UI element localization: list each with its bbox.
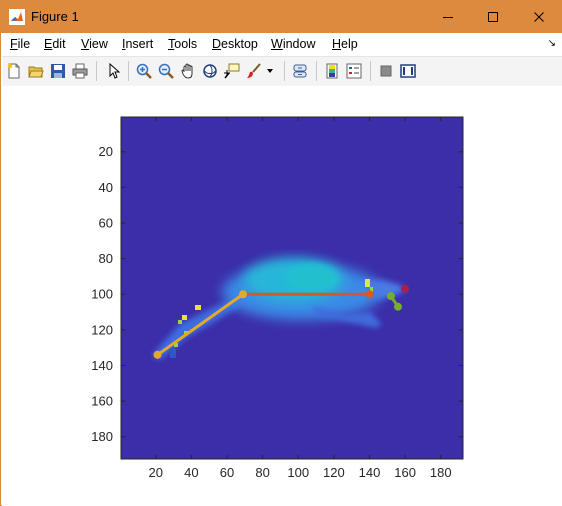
save-icon[interactable]: [48, 61, 68, 81]
x-tick-label: 120: [323, 465, 345, 480]
pan-icon[interactable]: [178, 61, 198, 81]
skeleton-overlay: [153, 284, 410, 359]
menu-dock-arrow-icon[interactable]: ↘: [547, 38, 556, 49]
y-axis: 20 40 60 80 100 120 140 160 180: [91, 144, 463, 444]
data-cursor-icon[interactable]: [222, 61, 242, 81]
menu-edit[interactable]: Edit: [44, 37, 66, 51]
title-bar: Figure 1: [1, 1, 562, 33]
brush-dropdown-icon[interactable]: [264, 61, 276, 81]
x-tick-label: 20: [149, 465, 163, 480]
y-tick-label: 20: [99, 144, 113, 159]
skeleton-keypoint: [393, 302, 402, 311]
image-plot[interactable]: 20 40 60 80 100 120 140 160 180 20 40 60 80 100 120 14…: [2, 86, 562, 506]
hot-spot: [174, 343, 178, 347]
leg-region: [312, 306, 382, 328]
x-tick-label: 60: [220, 465, 234, 480]
minimize-icon: [443, 17, 453, 18]
maximize-icon: [488, 12, 498, 22]
x-tick-label: 140: [359, 465, 381, 480]
close-icon: [534, 12, 544, 22]
y-tick-label: 100: [91, 287, 113, 302]
menu-window[interactable]: Window: [271, 37, 316, 51]
y-tick-label: 140: [91, 358, 113, 373]
window-title: Figure 1: [31, 9, 79, 24]
x-axis: 20 40 60 80 100 120 140 160 180: [149, 117, 452, 480]
maximize-button[interactable]: [470, 1, 516, 33]
menu-insert[interactable]: Insert: [122, 37, 154, 51]
new-figure-icon[interactable]: [4, 61, 24, 81]
show-plot-tools-icon[interactable]: [398, 61, 418, 81]
menu-file[interactable]: File: [10, 37, 31, 51]
hot-spot: [178, 320, 182, 324]
menu-desktop[interactable]: Desktop: [212, 37, 258, 51]
print-icon[interactable]: [70, 61, 90, 81]
x-tick-label: 160: [394, 465, 416, 480]
axes-box: [120, 116, 464, 460]
skeleton-keypoint: [401, 284, 410, 293]
hot-spot: [370, 287, 373, 292]
open-file-icon[interactable]: [26, 61, 46, 81]
zoom-out-icon[interactable]: [156, 61, 176, 81]
hide-plot-tools-icon[interactable]: [376, 61, 396, 81]
y-tick-label: 60: [99, 215, 113, 230]
close-button[interactable]: [516, 1, 562, 33]
x-tick-label: 180: [430, 465, 452, 480]
menu-view[interactable]: View: [81, 37, 108, 51]
zoom-in-icon[interactable]: [134, 61, 154, 81]
y-tick-label: 160: [91, 394, 113, 409]
x-tick-label: 100: [287, 465, 309, 480]
menu-tools[interactable]: Tools: [168, 37, 198, 51]
menu-help[interactable]: Help: [332, 37, 358, 51]
tail-tip: [170, 348, 176, 358]
skeleton-keypoint: [365, 290, 374, 299]
y-tick-label: 40: [99, 180, 113, 195]
figure-canvas[interactable]: 20 40 60 80 100 120 140 160 180 20 40 60 80 100 120 14…: [2, 86, 562, 506]
y-tick-label: 120: [91, 322, 113, 337]
link-plot-icon[interactable]: [290, 61, 310, 81]
figure-toolbar: [2, 56, 562, 87]
body-core-inner: [286, 264, 338, 292]
matlab-logo-icon: [9, 9, 25, 25]
hot-spot: [195, 305, 201, 310]
skeleton-keypoint: [386, 292, 395, 301]
skeleton-keypoint: [153, 350, 162, 359]
brush-icon[interactable]: [244, 61, 264, 81]
hot-spot: [365, 279, 370, 287]
minimize-button[interactable]: [425, 1, 471, 33]
hot-spot: [182, 315, 187, 320]
skeleton-segment: [156, 292, 245, 357]
rotate-3d-icon[interactable]: [200, 61, 220, 81]
legend-icon[interactable]: [344, 61, 364, 81]
menu-bar: File Edit View Insert Tools Desktop Wind…: [2, 33, 562, 56]
colorbar-icon[interactable]: [322, 61, 342, 81]
pointer-icon[interactable]: [104, 61, 124, 81]
x-tick-label: 40: [184, 465, 198, 480]
y-tick-label: 180: [91, 429, 113, 444]
y-tick-label: 80: [99, 251, 113, 266]
skeleton-keypoint: [239, 290, 248, 299]
x-tick-label: 80: [255, 465, 269, 480]
